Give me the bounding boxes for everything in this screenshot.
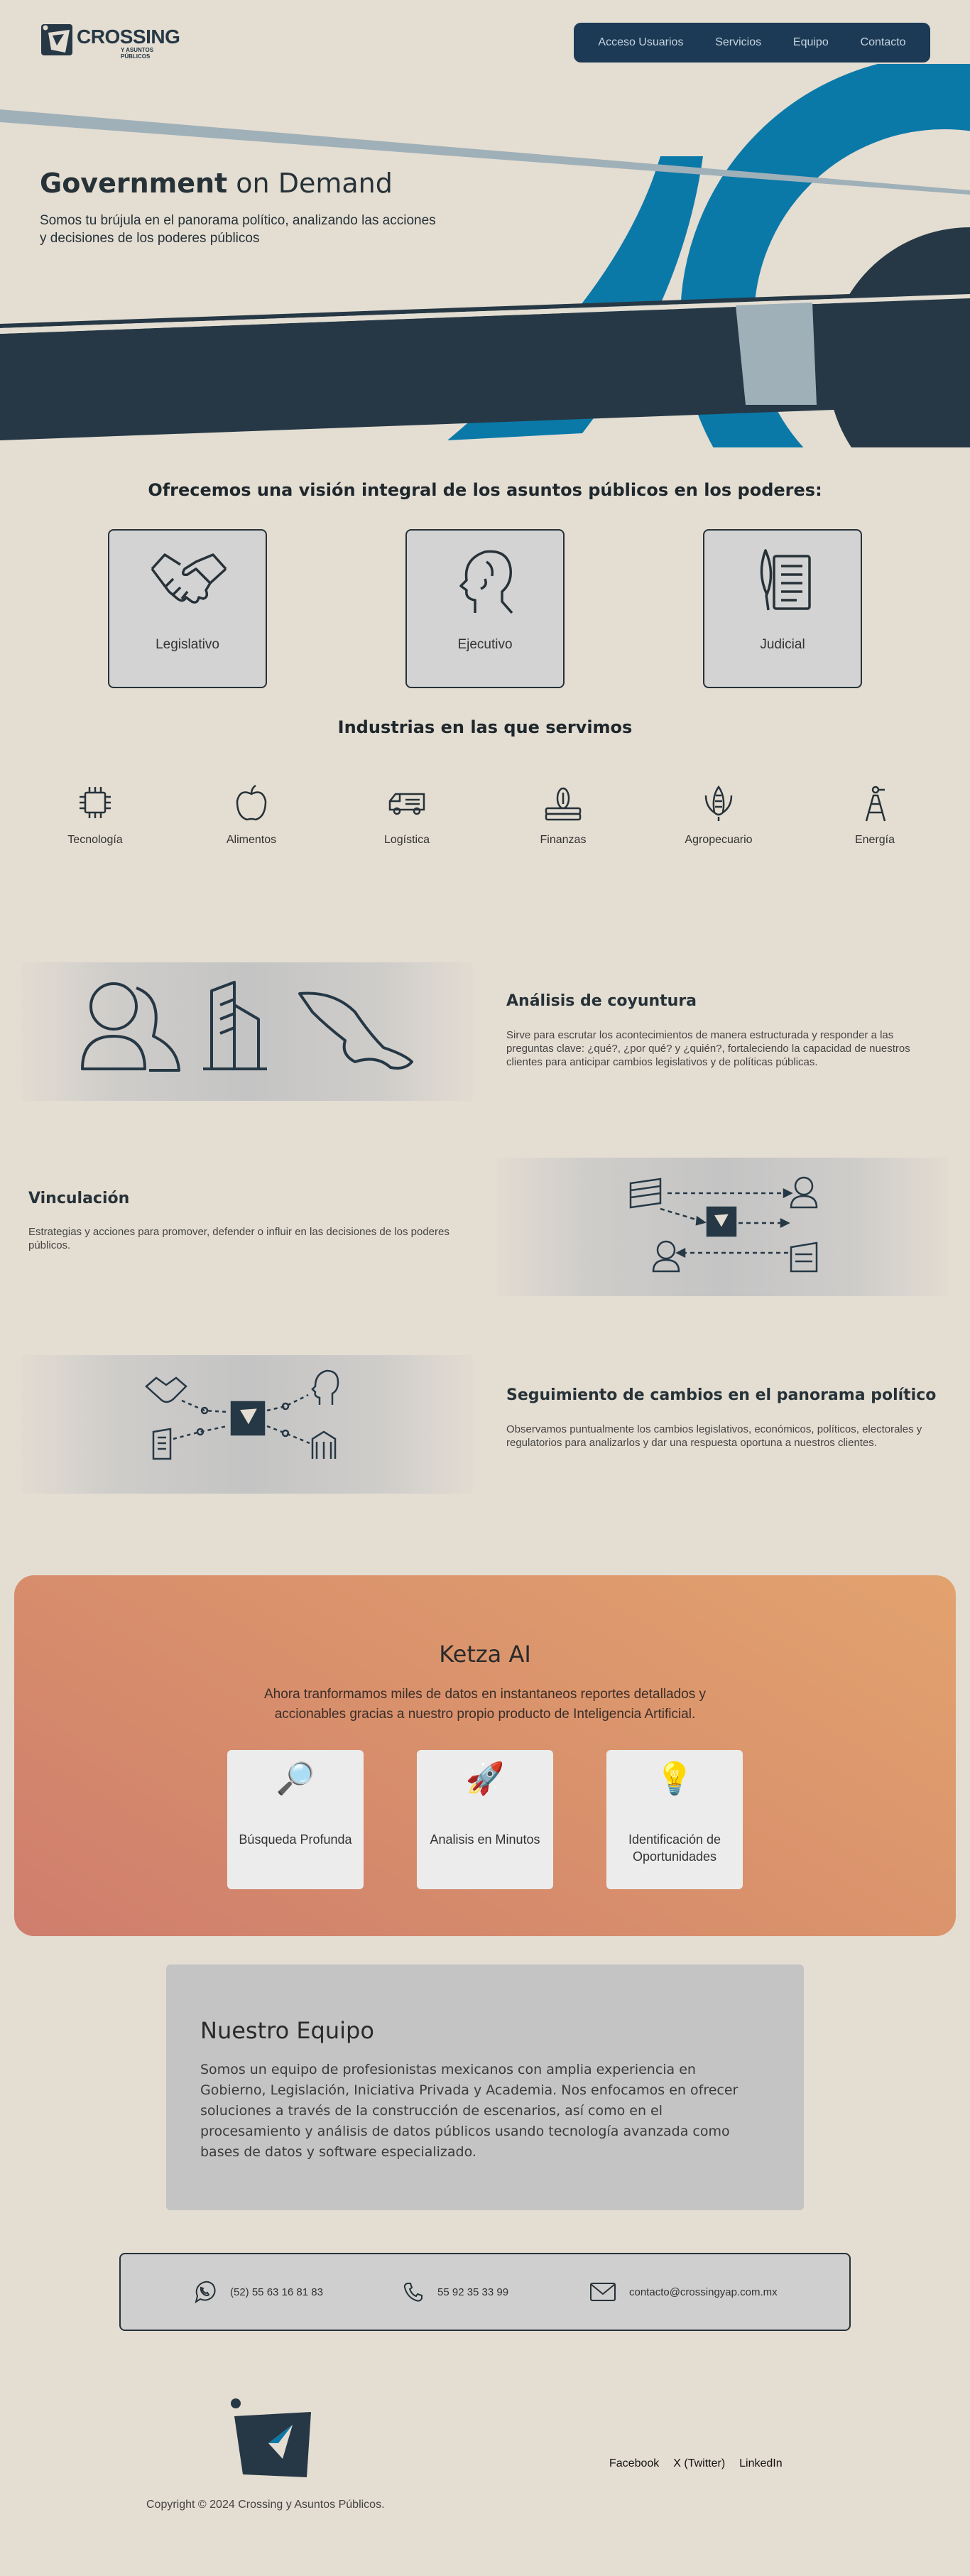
footer-link-twitter[interactable]: X (Twitter) (673, 2457, 726, 2469)
feature-title: Vinculación (28, 1190, 130, 1207)
contact-phone1: (52) 55 63 16 81 83 (230, 2286, 323, 2298)
power-card-legislativo[interactable]: Legislativo (108, 529, 267, 688)
industry-label: Energía (854, 834, 895, 846)
oil-rig-icon (865, 786, 886, 822)
hero-graphic (0, 64, 970, 447)
industry-logistica[interactable]: Logística (343, 781, 471, 847)
power-card-judicial[interactable]: Judicial (703, 529, 862, 688)
people-building-map-icon (81, 981, 413, 1072)
footer-link-linkedin[interactable]: LinkedIn (739, 2457, 783, 2469)
contact-phone[interactable]: 55 92 35 33 99 (402, 2254, 508, 2330)
logo-mark-icon (41, 24, 72, 55)
mail-icon (590, 2283, 616, 2301)
brand-subtitle: Y ASUNTOS PÚBLICOS (121, 47, 154, 60)
industry-label: Finanzas (540, 834, 587, 846)
apple-icon (236, 784, 267, 821)
industry-label: Tecnología (67, 834, 123, 846)
power-label: Ejecutivo (457, 637, 513, 652)
ketza-card-label: Búsqueda Profunda (239, 1832, 352, 1847)
nav-item-contacto[interactable]: Contacto (860, 36, 906, 48)
industry-alimentos[interactable]: Alimentos (187, 781, 315, 847)
corn-icon (704, 785, 733, 821)
industry-label: Agropecuario (685, 834, 753, 846)
feature-title: Seguimiento de cambios en el panorama po… (506, 1386, 937, 1404)
phone-icon (403, 2283, 423, 2302)
industry-finanzas[interactable]: Finanzas (499, 781, 627, 847)
money-stack-icon (545, 787, 582, 821)
feature-image-vinculacion (497, 1158, 949, 1296)
lightbulb-icon: 💡 (655, 1761, 694, 1797)
hero-title: Government on Demand (40, 168, 393, 199)
nav-item-servicios[interactable]: Servicios (715, 36, 762, 48)
industries-title: Industrias en las que servimos (337, 717, 633, 737)
team-text: Somos un equipo de profesionistas mexica… (200, 2062, 739, 2160)
hero-subtitle: Somos tu brújula en el panorama político… (40, 213, 436, 246)
feature-desc: Sirve para escrutar los acontecimientos … (506, 1029, 910, 1068)
document-quill-icon (760, 549, 811, 611)
copyright: Copyright © 2024 Crossing y Asuntos Públ… (146, 2499, 385, 2511)
ketza-card-oportunidades[interactable]: 💡 Identificación de Oportunidades (606, 1750, 743, 1889)
nav-item-acceso-usuarios[interactable]: Acceso Usuarios (598, 36, 684, 48)
industry-energia[interactable]: Energía (811, 781, 939, 847)
ketza-card-busqueda[interactable]: 🔎 Búsqueda Profunda (227, 1750, 364, 1889)
footer-links: Facebook X (Twitter) LinkedIn (609, 2457, 783, 2470)
ketza-section: Ketza AI Ahora tranformamos miles de dat… (14, 1575, 956, 1936)
industry-agropecuario[interactable]: Agropecuario (655, 781, 783, 847)
industry-label: Alimentos (226, 834, 277, 846)
power-label: Judicial (760, 637, 805, 652)
industry-label: Logística (383, 834, 430, 846)
feature-image-seguimiento (21, 1355, 473, 1494)
ketza-card-label: Identificación de Oportunidades (628, 1832, 721, 1864)
team-title: Nuestro Equipo (200, 2017, 374, 2044)
brand-name: CROSSING (77, 26, 180, 48)
ketza-subtitle: Ahora tranformamos miles de datos en ins… (263, 1687, 707, 1722)
magnifier-icon: 🔎 (276, 1761, 315, 1797)
whatsapp-icon (195, 2281, 216, 2304)
network-flow-icon (629, 1176, 818, 1273)
power-card-ejecutivo[interactable]: Ejecutivo (405, 529, 565, 688)
ketza-title: Ketza AI (439, 1641, 531, 1668)
powers-network-icon (145, 1369, 339, 1460)
contact-bar: (52) 55 63 16 81 83 55 92 35 33 99 conta… (119, 2253, 851, 2331)
team-section: Nuestro Equipo Somos un equipo de profes… (166, 1964, 804, 2210)
main-nav: Acceso Usuarios Servicios Equipo Contact… (574, 23, 930, 63)
contact-email[interactable]: contacto@crossingyap.com.mx (589, 2254, 778, 2330)
footer-link-facebook[interactable]: Facebook (609, 2457, 660, 2469)
contact-whatsapp[interactable]: (52) 55 63 16 81 83 (192, 2254, 323, 2330)
truck-icon (388, 793, 425, 815)
logo-mark-icon (231, 2398, 311, 2477)
industry-tecnologia[interactable]: Tecnología (31, 781, 159, 847)
powers-title: Ofrecemos una visión integral de los asu… (148, 480, 822, 500)
ketza-card-analisis[interactable]: 🚀 Analisis en Minutos (417, 1750, 553, 1889)
feature-desc: Observamos puntualmente los cambios legi… (506, 1423, 922, 1449)
feature-desc: Estrategias y acciones para promover, de… (28, 1226, 449, 1251)
brand-logo[interactable]: CROSSING Y ASUNTOS PÚBLICOS (41, 24, 183, 60)
nav-item-equipo[interactable]: Equipo (792, 36, 829, 48)
feature-title: Análisis de coyuntura (506, 992, 697, 1010)
contact-email-text: contacto@crossingyap.com.mx (629, 2286, 778, 2298)
footer-logo[interactable] (229, 2396, 314, 2479)
power-label: Legislativo (156, 637, 219, 652)
ketza-card-label: Analisis en Minutos (430, 1832, 540, 1847)
rocket-icon: 🚀 (465, 1761, 505, 1797)
head-profile-icon (459, 550, 513, 614)
contact-phone2: 55 92 35 33 99 (437, 2286, 509, 2298)
feature-image-analisis (21, 962, 473, 1101)
handshake-icon (151, 553, 227, 604)
chip-icon (80, 787, 111, 818)
